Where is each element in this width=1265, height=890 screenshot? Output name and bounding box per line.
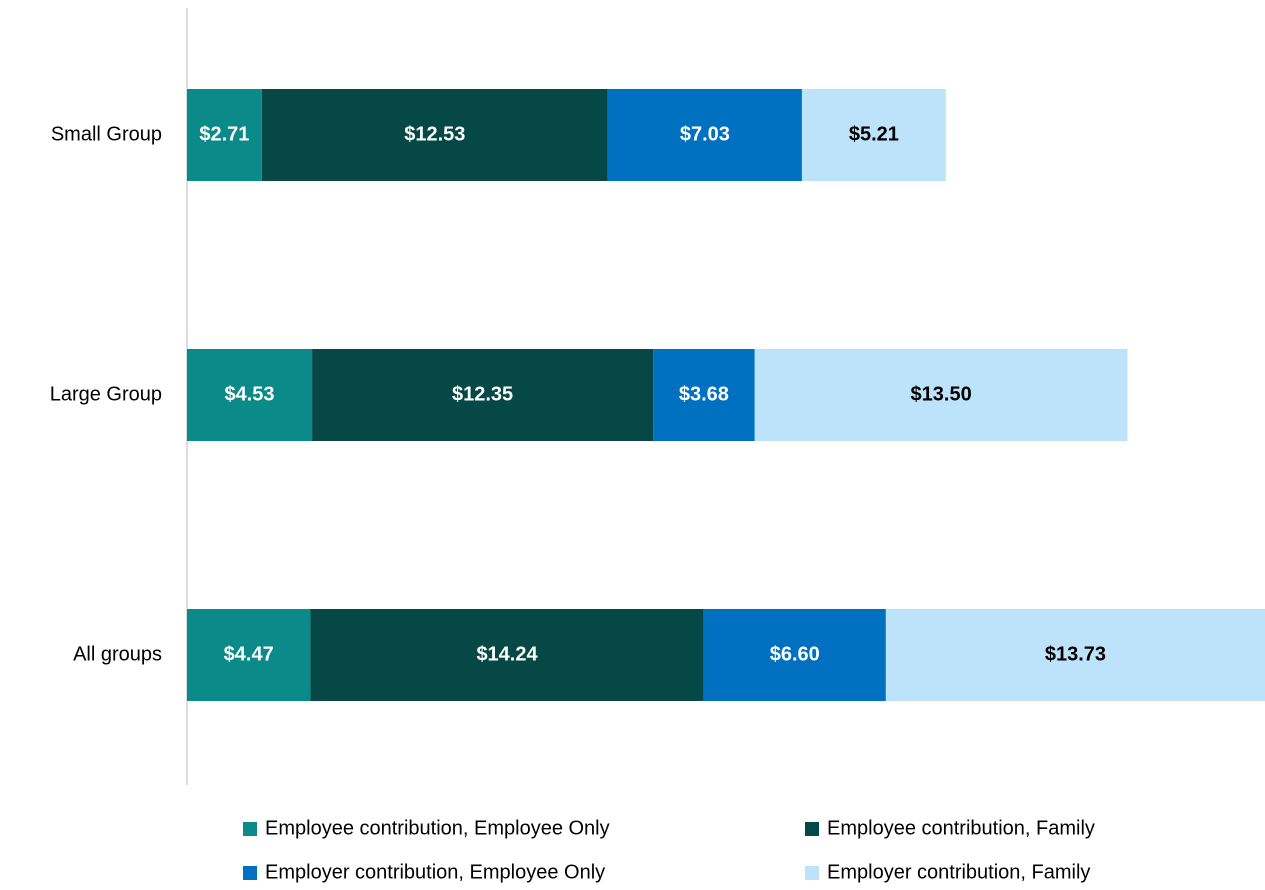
bar-segment [310,609,704,701]
data-label: $12.53 [404,123,465,145]
bar-segment [885,609,1265,701]
data-label: $13.50 [911,383,972,405]
legend-label: Employer contribution, Employee Only [265,861,605,883]
data-label: $2.71 [199,123,249,145]
bar-segment [187,89,262,181]
y-tick-label: Large Group [50,383,162,405]
bar-segment [261,89,608,181]
data-label: $12.35 [452,383,513,405]
data-label: $7.03 [680,123,730,145]
y-tick-label: Small Group [51,123,162,145]
bar-segment [312,349,654,441]
bar-segment [754,349,1128,441]
data-label: $4.47 [224,643,274,665]
legend-label: Employee contribution, Family [827,817,1095,839]
bar-segment [801,89,946,181]
data-label: $3.68 [679,383,729,405]
bar-segment [607,89,802,181]
legend-swatch [243,866,257,880]
bar-segment [703,609,886,701]
data-label: $14.24 [476,643,538,665]
y-tick-label: All groups [73,643,162,665]
data-label: $5.21 [849,123,899,145]
bar-segment [187,349,313,441]
legend-swatch [805,866,819,880]
legend-label: Employee contribution, Employee Only [265,817,610,839]
data-label: $4.53 [225,383,275,405]
legend-swatch [805,822,819,836]
data-label: $6.60 [770,643,820,665]
legend-label: Employer contribution, Family [827,861,1090,883]
bar-segment [653,349,755,441]
bar-segment [187,609,311,701]
legend-swatch [243,822,257,836]
data-label: $13.73 [1045,643,1106,665]
